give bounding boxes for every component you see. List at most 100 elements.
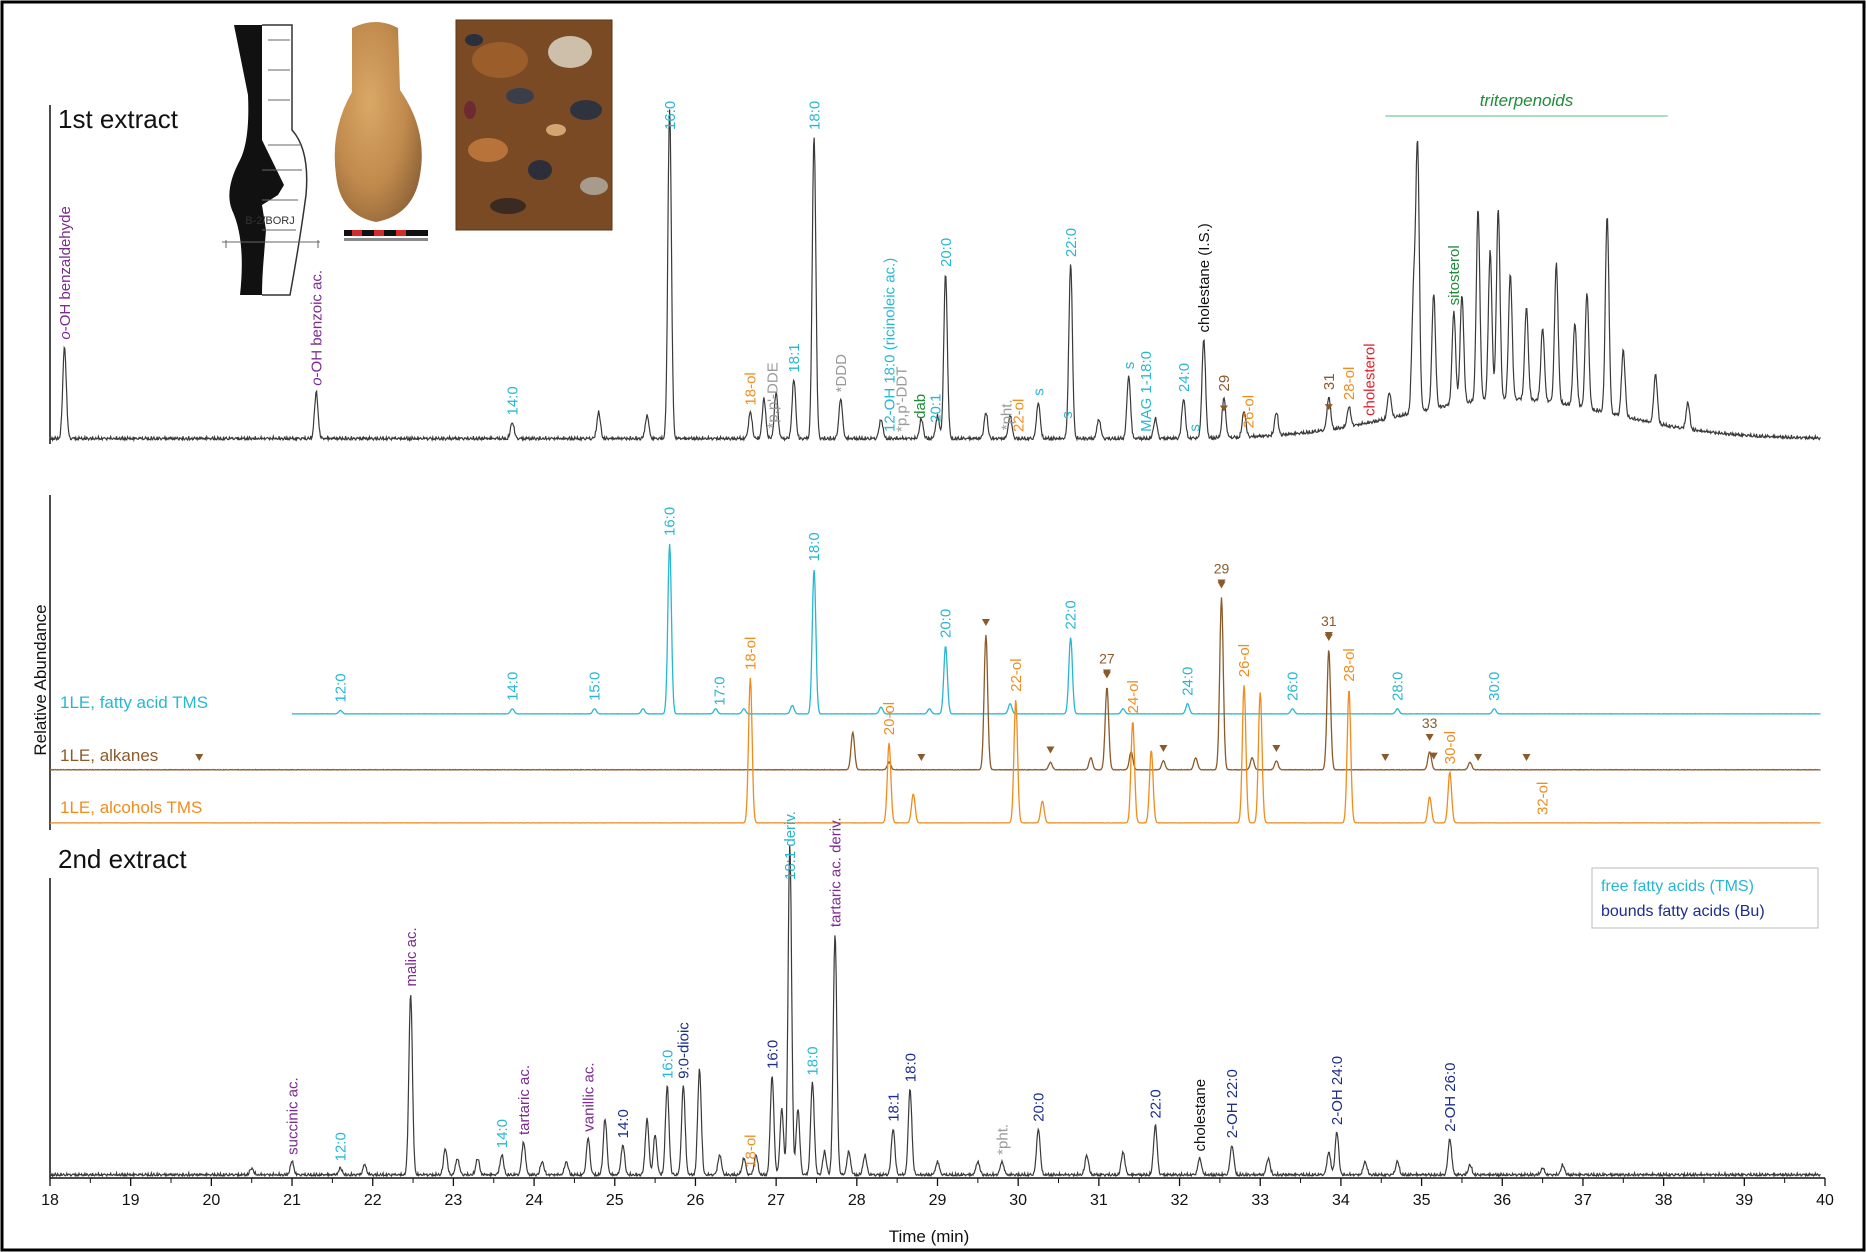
trace-fatty-acid-tms	[291, 543, 1821, 715]
peak-label-29: 29	[1216, 375, 1233, 392]
x-tick-label-19: 19	[122, 1192, 140, 1209]
peak-label-cholesterol: cholesterol	[1361, 343, 1378, 416]
peak-label-20-ol: 20-ol	[881, 702, 898, 735]
x-tick-label-24: 24	[525, 1192, 543, 1209]
legend-box	[1591, 867, 1819, 929]
legend-entry-free-fatty-acids: free fatty acids (TMS)	[1601, 878, 1754, 895]
peak-labels-1st-extract: o-OH benzaldehyde o-OH benzoic ac. 14:0 16:…	[57, 101, 1463, 432]
peak-label-32-ol: 32-ol	[1535, 782, 1552, 815]
peak-label-tartaric-ac-deriv: tartaric ac. deriv.	[827, 817, 844, 927]
peak-label-ddd: *DDD	[833, 354, 850, 393]
inset-vessel-drawing	[222, 24, 320, 296]
peak-label-s: s	[1186, 424, 1203, 432]
peak-label-18-0: 18:0	[806, 532, 823, 561]
peak-label-28-ol: 28-ol	[1341, 648, 1358, 681]
peak-label-12-oh-18-0-ricinoleic-ac: 12-OH 18:0 (ricinoleic ac.)	[881, 258, 898, 432]
peak-label-cholestane-i-s: cholestane (I.S.)	[1196, 223, 1213, 332]
peak-label-22-ol: 22-ol	[1008, 658, 1025, 691]
alkane-marker	[1474, 753, 1483, 761]
trace-2nd-extract	[49, 844, 1821, 1179]
peak-label-12-0: 12:0	[333, 1132, 350, 1161]
alkane-label-31: 31	[1321, 613, 1337, 629]
peak-label-30-ol: 30-ol	[1442, 731, 1459, 764]
peak-label-2-oh-26-0: 2-OH 26:0	[1442, 1062, 1459, 1131]
peak-label-18-1: 18:1	[885, 1093, 902, 1122]
peak-label-24-0: 24:0	[1180, 667, 1197, 696]
peak-label-2-oh-24-0: 2-OH 24:0	[1329, 1056, 1346, 1125]
peak-label-malic-ac: malic ac.	[403, 927, 420, 986]
alkane-marker	[1381, 754, 1390, 761]
peak-label-18-0: 18:0	[805, 1046, 822, 1075]
x-tick-label-21: 21	[283, 1192, 301, 1209]
peak-label-18-ol: 18-ol	[743, 372, 760, 405]
peak-label-22-ol: 22-ol	[1010, 399, 1027, 432]
peak-label-s: s	[1121, 362, 1138, 370]
peak-label-18-ol: 18-ol	[742, 637, 759, 670]
peak-label-18-ol: 18-ol	[743, 1134, 760, 1167]
peak-label-20-0: 20:0	[1031, 1093, 1048, 1122]
peak-labels-middle: 12:0 14:0 15:0 16:0 17:0 18-ol 18:0 20-ol 20:0 22…	[332, 507, 1551, 815]
peak-label-30-0: 30:0	[1486, 672, 1503, 701]
alkane-marker	[1522, 754, 1531, 761]
x-tick-label-38: 38	[1655, 1192, 1673, 1209]
y-axis-label: Relative Abundance	[31, 604, 50, 755]
panel-title-first: 1st extract	[58, 104, 179, 134]
peak-label-12-0: 12:0	[332, 673, 349, 702]
x-axis-ticks: 18 19 20 21 22 23 24 25 26 27 28 29 30 31 32 33 34 35 36 37…	[41, 1178, 1834, 1209]
peak-label-2-oh-22-0: 2-OH 22:0	[1224, 1069, 1241, 1138]
peak-label-16-0: 16:0	[662, 507, 679, 536]
x-tick-label-27: 27	[767, 1192, 785, 1209]
triterpenoids-label: triterpenoids	[1480, 91, 1574, 110]
x-tick-label-35: 35	[1413, 1192, 1431, 1209]
x-tick-label-20: 20	[202, 1192, 220, 1209]
peak-label-17-0: 17:0	[712, 676, 729, 705]
peak-label-o-oh-benzoic-ac: o-OH benzoic ac.	[309, 270, 326, 386]
peak-label-p-p-dde: *p,p'-DDE	[764, 362, 781, 428]
peak-label-26-ol: 26-ol	[1240, 395, 1257, 428]
trace-1st-extract	[49, 109, 1821, 443]
alkane-marker	[917, 754, 926, 761]
peak-label-14-0: 14:0	[494, 1119, 511, 1148]
peak-label-28-0: 28:0	[1389, 672, 1406, 701]
peak-label-15-0: 15:0	[587, 672, 604, 701]
peak-label-28-ol: 28-ol	[1341, 367, 1358, 400]
peak-labels-2nd-extract: succinic ac. 12:0 malic ac. 14:0 tartaric ac…	[284, 811, 1459, 1168]
peak-label-18-1: 18:1	[786, 343, 803, 372]
x-tick-label-37: 37	[1574, 1192, 1592, 1209]
peak-label-tartaric-ac: tartaric ac.	[516, 1065, 533, 1135]
alkane-marker	[1429, 752, 1438, 760]
vessel-drawing-label: B-2/BORJ	[245, 215, 295, 227]
x-tick-label-36: 36	[1493, 1192, 1511, 1209]
series-label-fatty-acid: 1LE, fatty acid TMS	[60, 693, 208, 712]
peak-label-sitosterol: sitosterol	[1446, 245, 1463, 305]
peak-label-s: s	[1059, 411, 1076, 419]
x-tick-label-34: 34	[1332, 1192, 1350, 1209]
alkane-label-33: 33	[1422, 715, 1438, 731]
legend-entry-bound-fatty-acids: bounds fatty acids (Bu)	[1601, 903, 1765, 920]
peak-label-vanillic-ac: vanillic ac.	[580, 1062, 597, 1131]
alkane-marker	[1272, 745, 1281, 752]
x-tick-label-25: 25	[606, 1192, 624, 1209]
peak-label-20-0: 20:0	[938, 609, 955, 638]
peak-label-24-0: 24:0	[1176, 363, 1193, 392]
alkane-marker	[1219, 405, 1228, 412]
alkane-marker	[1217, 581, 1226, 589]
alkane-marker	[1102, 671, 1111, 679]
peak-label-31: 31	[1321, 373, 1338, 390]
peak-label-16-0: 16:0	[659, 1050, 676, 1079]
series-label-alcohols: 1LE, alcohols TMS	[60, 798, 202, 817]
peak-label-22-0: 22:0	[1148, 1089, 1165, 1118]
legend: free fatty acids (TMS) bounds fatty acid…	[1591, 867, 1819, 929]
alkane-label-29: 29	[1214, 561, 1230, 577]
peak-label-9-0-dioic: 9:0-dioic	[676, 1022, 693, 1079]
peak-label-18-0: 18:0	[902, 1053, 919, 1082]
x-tick-label-40: 40	[1816, 1192, 1834, 1209]
x-tick-label-22: 22	[364, 1192, 382, 1209]
x-axis-label: Time (min)	[889, 1227, 970, 1246]
alkane-marker	[1159, 745, 1168, 752]
alkane-marker	[1425, 734, 1434, 741]
peak-label-14-0: 14:0	[504, 672, 521, 701]
